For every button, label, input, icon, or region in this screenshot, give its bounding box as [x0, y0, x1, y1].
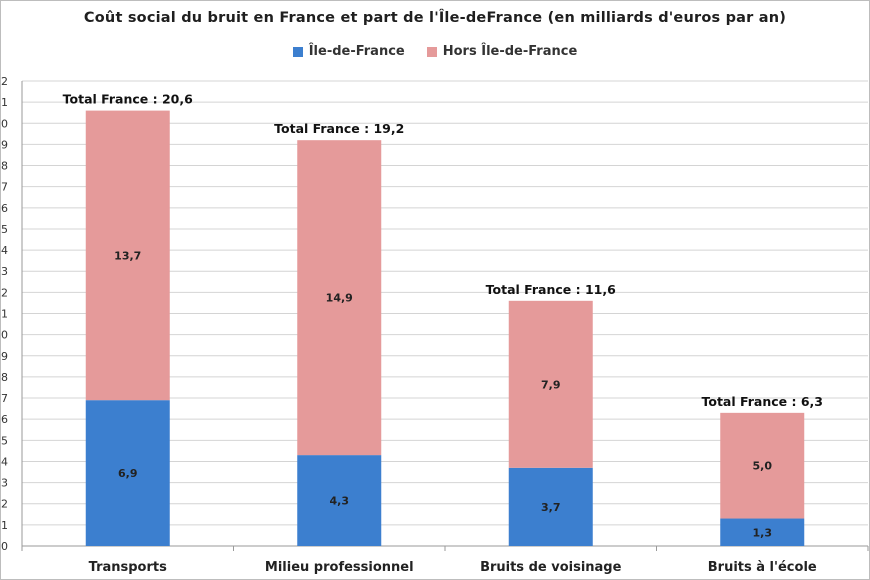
bar-segment	[85, 400, 170, 546]
y-tick-label: 22	[0, 75, 8, 88]
data-label: 5,0	[753, 460, 773, 473]
bar-segment	[508, 467, 593, 546]
bar-segment	[85, 110, 170, 401]
y-tick-label: 4	[1, 455, 8, 468]
y-tick-label: 2	[1, 498, 8, 511]
total-label: Total France : 19,2	[274, 121, 404, 136]
x-tick-label: Bruits de voisinage	[480, 560, 622, 575]
data-label: 4,3	[330, 495, 350, 508]
bar-segment	[720, 518, 805, 546]
y-tick-label: 8	[1, 371, 8, 384]
data-label: 13,7	[114, 249, 141, 262]
y-tick-label: 15	[0, 223, 8, 236]
bar-segment	[297, 455, 382, 546]
chart-title: Coût social du bruit en France et part d…	[83, 10, 787, 26]
y-tick-label: 6	[1, 413, 8, 426]
legend-label-hors-ile-de-france: Hors Île-de-France	[442, 44, 578, 59]
y-tick-label: 11	[0, 308, 8, 321]
chart-legend: Île-de-France Hors Île-de-France	[0, 44, 870, 59]
total-label: Total France : 6,3	[702, 394, 823, 409]
data-label: 6,9	[118, 467, 138, 480]
y-tick-label: 3	[1, 477, 8, 490]
y-tick-label: 7	[1, 392, 8, 405]
y-tick-label: 19	[0, 138, 8, 151]
y-tick-label: 12	[0, 286, 8, 299]
y-tick-label: 9	[1, 350, 8, 363]
bar-segment	[720, 412, 805, 519]
total-label: Total France : 11,6	[486, 282, 616, 297]
bar-segment	[297, 140, 382, 456]
legend-item-hors-ile-de-france: Hors Île-de-France	[426, 44, 578, 59]
data-label: 1,3	[753, 526, 773, 539]
legend-swatch-ile-de-france	[292, 46, 303, 57]
x-tick-label: Transports	[89, 560, 167, 575]
y-tick-label: 5	[1, 434, 8, 447]
legend-item-ile-de-france: Île-de-France	[292, 44, 405, 59]
legend-swatch-hors-ile-de-france	[426, 46, 437, 57]
y-tick-label: 10	[0, 329, 8, 342]
y-tick-label: 21	[0, 96, 8, 109]
y-tick-label: 14	[0, 244, 8, 257]
data-label: 7,9	[541, 378, 561, 391]
y-tick-label: 20	[0, 117, 8, 130]
y-tick-label: 17	[0, 181, 8, 194]
y-tick-label: 13	[0, 265, 8, 278]
x-tick-label: Bruits à l'école	[708, 560, 817, 575]
y-tick-label: 0	[1, 540, 8, 553]
y-tick-label: 16	[0, 202, 8, 215]
data-label: 14,9	[326, 292, 353, 305]
data-label: 3,7	[541, 501, 561, 514]
y-tick-label: 18	[0, 160, 8, 173]
legend-label-ile-de-france: Île-de-France	[308, 44, 405, 59]
y-tick-label: 1	[1, 519, 8, 532]
x-tick-label: Milieu professionnel	[265, 560, 414, 575]
total-label: Total France : 20,6	[63, 92, 193, 107]
bar-segment	[508, 300, 593, 468]
